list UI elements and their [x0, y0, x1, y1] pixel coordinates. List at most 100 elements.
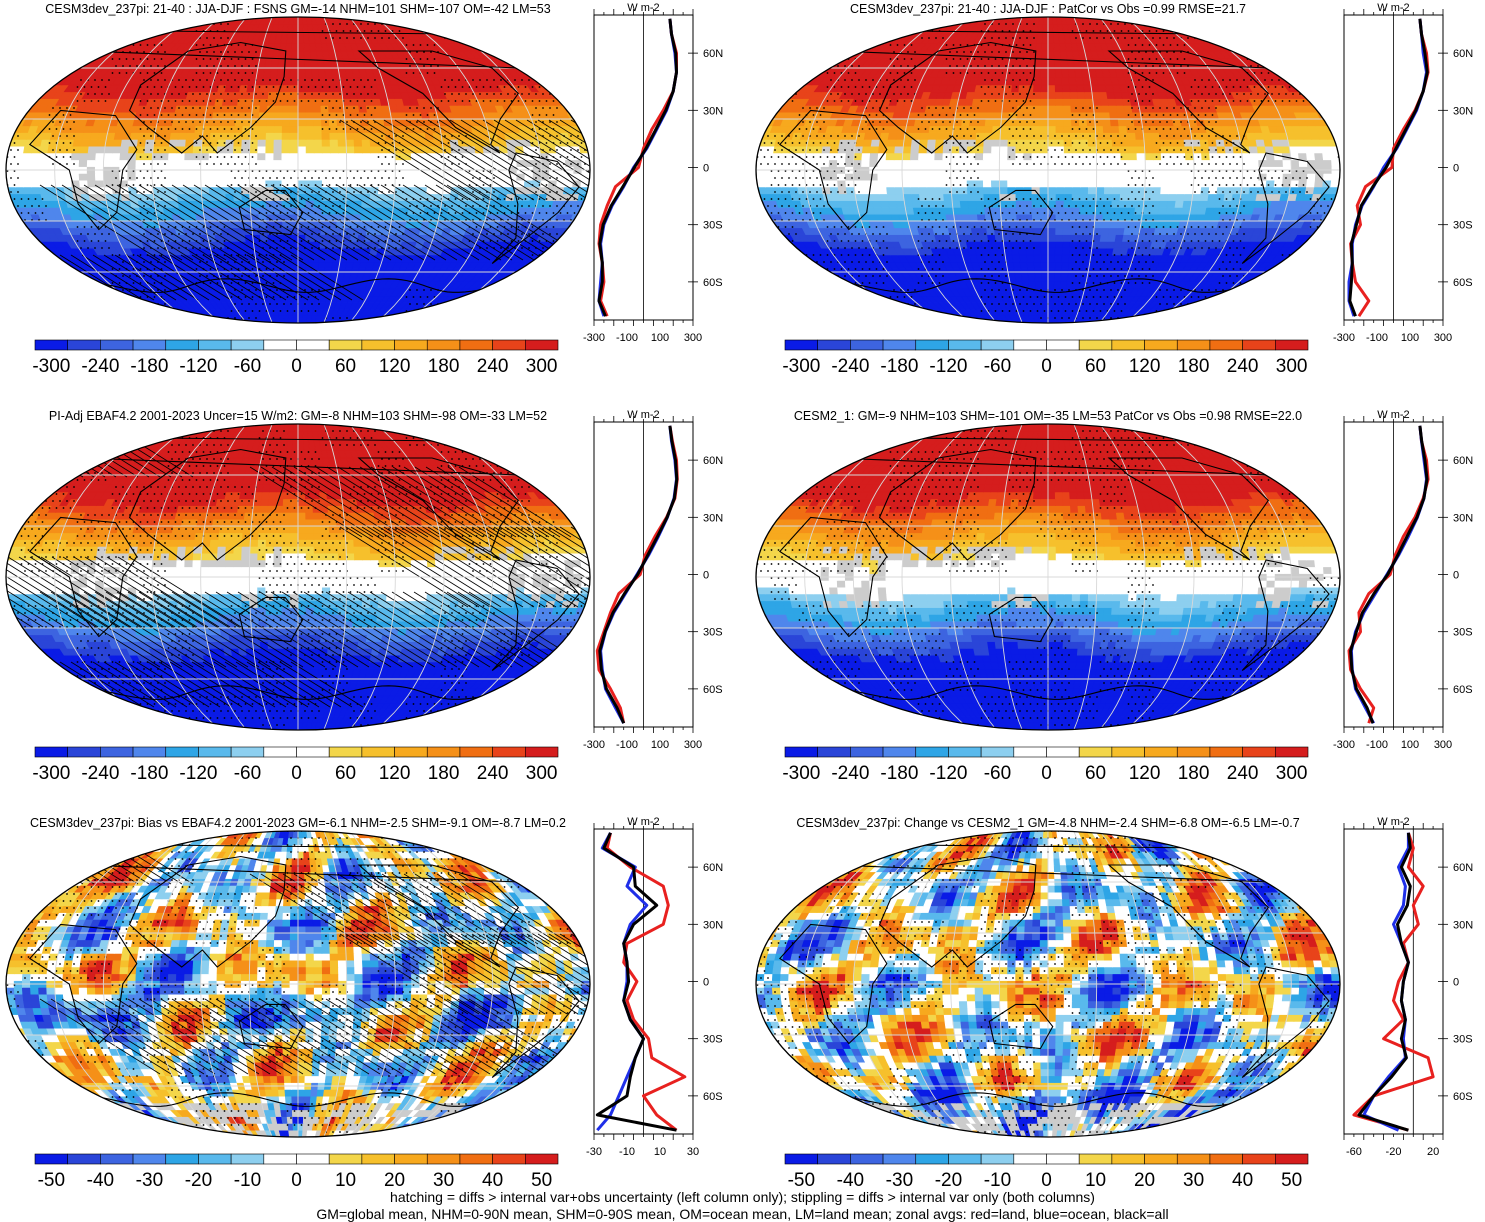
- colorbar-swatch: [818, 747, 851, 757]
- zonal-line-land: [1351, 19, 1429, 316]
- colorbar-tick-label: 0: [291, 1170, 302, 1191]
- zonal-line-all: [1351, 426, 1427, 723]
- colorbar-tick-label: -20: [185, 1170, 212, 1191]
- colorbar-swatch: [1145, 340, 1178, 350]
- colorbar-swatch: [297, 1154, 330, 1164]
- colorbar-tick-label: 300: [1276, 763, 1308, 784]
- colorbar-swatch: [1275, 1154, 1308, 1164]
- panel-p3: PI-Adj EBAF4.2 2001-2023 Uncer=15 W/m2: …: [0, 407, 742, 812]
- colorbar-swatch: [231, 747, 264, 757]
- colorbar-tick-label: -60: [984, 763, 1011, 784]
- colorbar-swatch: [1112, 1154, 1145, 1164]
- lat-tick-label: 30S: [703, 1034, 723, 1046]
- colorbar-tick-label: -120: [179, 356, 217, 377]
- colorbar-swatch: [1112, 340, 1145, 350]
- colorbar-swatch: [818, 1154, 851, 1164]
- colorbar-swatch: [231, 340, 264, 350]
- zonal-units: W m-2: [1377, 2, 1409, 14]
- colorbar-tick-label: -10: [234, 1170, 261, 1191]
- colorbar-swatch: [133, 747, 166, 757]
- colorbar-swatch: [981, 1154, 1014, 1164]
- colorbar-swatch: [525, 1154, 558, 1164]
- colorbar-tick-label: 180: [1178, 763, 1210, 784]
- map: [756, 830, 1343, 1137]
- x-tick-label: 300: [1434, 332, 1452, 344]
- colorbar-swatch: [493, 1154, 526, 1164]
- colorbar-tick-label: -50: [38, 1170, 65, 1191]
- colorbar-swatch: [883, 340, 916, 350]
- colorbar-tick-label: -300: [32, 356, 70, 377]
- lat-tick-label: 30S: [1453, 627, 1473, 639]
- lat-tick-label: 60N: [703, 48, 723, 60]
- colorbar-swatch: [1177, 340, 1210, 350]
- colorbar-tick-label: 40: [482, 1170, 503, 1191]
- colorbar-swatch: [100, 340, 133, 350]
- colorbar-tick-label: 120: [1129, 763, 1161, 784]
- colorbar-tick-label: 60: [1085, 763, 1106, 784]
- colorbar-tick-label: -120: [929, 356, 967, 377]
- colorbar-swatch: [785, 1154, 818, 1164]
- colorbar-swatch: [785, 747, 818, 757]
- colorbar-tick-label: 240: [1227, 356, 1259, 377]
- x-tick-label: 20: [1427, 1146, 1439, 1158]
- zonal-line-all: [1350, 19, 1428, 316]
- x-tick-label: -100: [616, 332, 638, 344]
- colorbar-swatch: [427, 1154, 460, 1164]
- lat-tick-label: 30N: [1453, 105, 1473, 117]
- colorbar-swatch: [1047, 340, 1080, 350]
- colorbar-tick-label: 10: [1085, 1170, 1106, 1191]
- x-tick-label: 300: [1434, 739, 1452, 751]
- colorbar-swatch: [1145, 747, 1178, 757]
- panel-p6: CESM3dev_237pi: Change vs CESM2_1 GM=-4.…: [750, 814, 1485, 1219]
- x-tick-label: -300: [583, 739, 605, 751]
- colorbar-swatch: [1047, 1154, 1080, 1164]
- footer-line-2: GM=global mean, NHM=0-90N mean, SHM=0-90…: [0, 1206, 1485, 1222]
- colorbar-swatch: [460, 1154, 493, 1164]
- zonal-line-land: [1354, 833, 1433, 1130]
- colorbar-swatch: [68, 747, 101, 757]
- zonal-units: W m-2: [627, 409, 659, 421]
- colorbar-tick-label: -30: [136, 1170, 163, 1191]
- colorbar-swatch: [460, 747, 493, 757]
- colorbar-tick-label: 240: [477, 356, 509, 377]
- colorbar-swatch: [329, 340, 362, 350]
- colorbar-swatch: [362, 747, 395, 757]
- colorbar-swatch: [395, 340, 428, 350]
- colorbar-swatch: [1014, 747, 1047, 757]
- x-tick-label: -10: [619, 1146, 635, 1158]
- colorbar-tick-label: 180: [1178, 356, 1210, 377]
- colorbar-tick-label: 0: [1041, 763, 1052, 784]
- lat-tick-label: 30N: [1453, 919, 1473, 931]
- colorbar-tick-label: 120: [379, 356, 411, 377]
- x-tick-label: -300: [583, 332, 605, 344]
- colorbar-tick-label: 120: [1129, 356, 1161, 377]
- colorbar-swatch: [525, 340, 558, 350]
- lat-tick-label: 30N: [703, 919, 723, 931]
- colorbar-swatch: [329, 747, 362, 757]
- lat-tick-label: 30S: [703, 220, 723, 232]
- lat-tick-label: 60N: [1453, 862, 1473, 874]
- colorbar-swatch: [1243, 340, 1276, 350]
- colorbar-swatch: [35, 747, 68, 757]
- colorbar-swatch: [68, 340, 101, 350]
- x-tick-label: 300: [684, 739, 702, 751]
- colorbar-swatch: [427, 340, 460, 350]
- colorbar-tick-label: 180: [428, 356, 460, 377]
- colorbar-swatch: [460, 340, 493, 350]
- x-tick-label: 300: [684, 332, 702, 344]
- colorbar-swatch: [850, 747, 883, 757]
- colorbar-swatch: [948, 747, 981, 757]
- colorbar-tick-label: -240: [831, 356, 869, 377]
- colorbar-swatch: [981, 747, 1014, 757]
- map: [756, 423, 1343, 730]
- colorbar-tick-label: -30: [886, 1170, 913, 1191]
- colorbar-tick-label: -120: [929, 763, 967, 784]
- colorbar-tick-label: -240: [81, 356, 119, 377]
- lat-tick-label: 60N: [1453, 455, 1473, 467]
